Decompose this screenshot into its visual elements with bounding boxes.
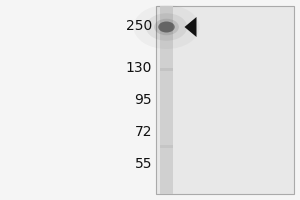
Text: 72: 72 [134, 125, 152, 139]
Ellipse shape [158, 21, 175, 32]
Bar [160, 144, 173, 148]
Polygon shape [184, 17, 196, 37]
Bar [156, 6, 294, 194]
Text: 55: 55 [134, 157, 152, 171]
Ellipse shape [154, 19, 179, 35]
Bar [160, 6, 173, 194]
Text: 130: 130 [126, 61, 152, 75]
Ellipse shape [146, 13, 187, 41]
Text: 250: 250 [126, 19, 152, 33]
Bar [160, 68, 173, 71]
Text: 95: 95 [134, 93, 152, 107]
